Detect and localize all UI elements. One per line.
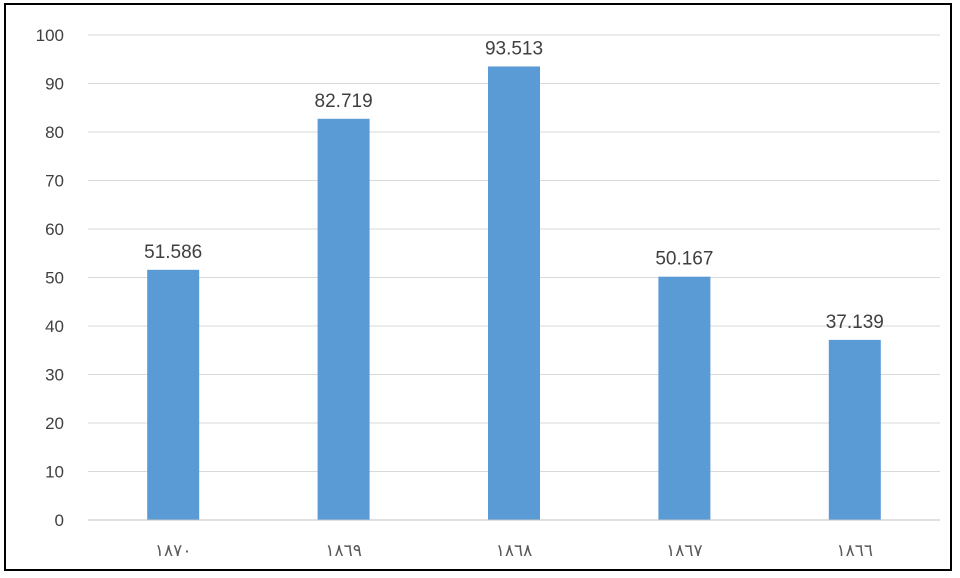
data-labels: 51.586 82.719 93.513 50.167 37.139 [144,38,884,332]
x-category-label: ١٨٦٩ [325,541,362,561]
data-label: 82.719 [315,91,373,112]
bar [147,269,200,520]
chart-frame: 0 10 20 30 40 50 60 70 80 90 100 51.586 82.719 93.51… [4,3,952,571]
y-tick-label: 20 [45,414,64,433]
y-tick-label: 10 [45,463,64,482]
x-axis-category-labels: ١٨٧٠ ١٨٦٩ ١٨٦٨ ١٨٦٧ ١٨٦٦ [155,541,873,561]
y-tick-label: 100 [36,26,64,45]
x-category-label: ١٨٦٦ [837,541,874,561]
x-category-label: ١٨٦٧ [666,541,703,561]
bar [658,276,711,520]
y-axis-tick-labels: 0 10 20 30 40 50 60 70 80 90 100 [36,26,64,530]
x-category-label: ١٨٦٨ [496,541,533,561]
bar [828,339,881,520]
y-tick-label: 0 [55,511,64,530]
y-tick-label: 80 [45,123,64,142]
y-tick-label: 50 [45,269,64,288]
data-label: 37.139 [826,312,884,333]
x-category-label: ١٨٧٠ [155,541,192,561]
y-tick-label: 60 [45,220,64,239]
bar-chart: 0 10 20 30 40 50 60 70 80 90 100 51.586 82.719 93.51… [36,26,940,561]
y-tick-label: 40 [45,317,64,336]
y-tick-label: 90 [45,75,64,94]
data-label: 51.586 [144,242,202,263]
bars [147,66,881,520]
bar [317,118,370,520]
bar [488,66,540,520]
y-tick-label: 70 [45,172,64,191]
data-label: 93.513 [485,38,543,59]
y-tick-label: 30 [45,366,64,385]
data-label: 50.167 [655,249,713,270]
